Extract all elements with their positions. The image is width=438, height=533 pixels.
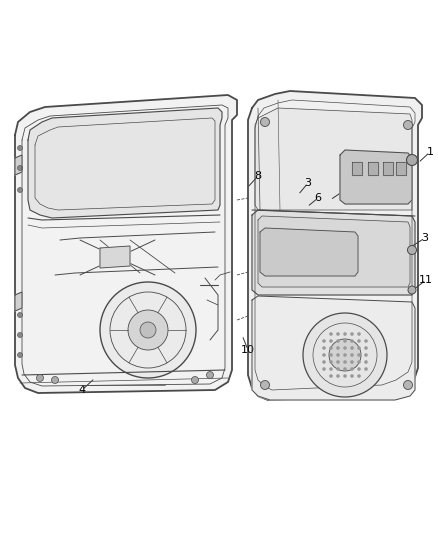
Polygon shape: [252, 296, 415, 400]
Text: 3: 3: [421, 233, 428, 243]
Circle shape: [329, 360, 333, 364]
Text: 2: 2: [371, 370, 378, 380]
Circle shape: [261, 117, 269, 126]
Circle shape: [407, 246, 417, 254]
Circle shape: [350, 353, 354, 357]
Circle shape: [343, 332, 347, 336]
Text: 1: 1: [427, 147, 434, 157]
Circle shape: [329, 339, 361, 371]
Polygon shape: [383, 162, 393, 175]
Polygon shape: [100, 246, 130, 268]
Circle shape: [357, 360, 361, 364]
Circle shape: [18, 352, 22, 358]
Circle shape: [18, 146, 22, 150]
Circle shape: [364, 353, 368, 357]
Polygon shape: [340, 150, 412, 204]
Circle shape: [350, 346, 354, 350]
Circle shape: [357, 353, 361, 357]
Circle shape: [322, 360, 326, 364]
Polygon shape: [368, 162, 378, 175]
Circle shape: [343, 339, 347, 343]
Circle shape: [406, 155, 417, 166]
Circle shape: [36, 375, 43, 382]
Polygon shape: [248, 91, 422, 400]
Polygon shape: [28, 108, 222, 218]
Text: 11: 11: [419, 275, 433, 285]
Circle shape: [343, 360, 347, 364]
Circle shape: [329, 346, 333, 350]
Circle shape: [52, 376, 59, 384]
Circle shape: [322, 339, 326, 343]
Polygon shape: [396, 162, 406, 175]
Text: 5: 5: [342, 185, 349, 195]
Circle shape: [357, 332, 361, 336]
Circle shape: [364, 346, 368, 350]
Polygon shape: [15, 95, 237, 393]
Circle shape: [336, 346, 340, 350]
Circle shape: [403, 120, 413, 130]
Polygon shape: [255, 108, 412, 210]
Circle shape: [336, 332, 340, 336]
Circle shape: [336, 367, 340, 371]
Circle shape: [364, 360, 368, 364]
Polygon shape: [15, 292, 22, 311]
Polygon shape: [15, 155, 22, 175]
Circle shape: [357, 367, 361, 371]
Circle shape: [261, 381, 269, 390]
Circle shape: [329, 374, 333, 378]
Circle shape: [336, 374, 340, 378]
Circle shape: [350, 374, 354, 378]
Circle shape: [357, 374, 361, 378]
Circle shape: [364, 339, 368, 343]
Polygon shape: [260, 228, 358, 276]
Circle shape: [343, 374, 347, 378]
Circle shape: [350, 360, 354, 364]
Circle shape: [336, 353, 340, 357]
Polygon shape: [252, 210, 415, 295]
Circle shape: [343, 346, 347, 350]
Polygon shape: [352, 162, 362, 175]
Circle shape: [100, 282, 196, 378]
Circle shape: [408, 286, 416, 294]
Circle shape: [303, 313, 387, 397]
Circle shape: [329, 332, 333, 336]
Circle shape: [322, 367, 326, 371]
Circle shape: [206, 372, 213, 378]
Circle shape: [329, 353, 333, 357]
Circle shape: [329, 339, 333, 343]
Circle shape: [18, 166, 22, 171]
Text: 10: 10: [241, 345, 255, 355]
Circle shape: [18, 188, 22, 192]
Circle shape: [18, 312, 22, 318]
Polygon shape: [258, 216, 410, 287]
Circle shape: [357, 346, 361, 350]
Circle shape: [140, 322, 156, 338]
Circle shape: [18, 333, 22, 337]
Circle shape: [322, 346, 326, 350]
Circle shape: [191, 376, 198, 384]
Circle shape: [403, 381, 413, 390]
Text: 4: 4: [78, 385, 85, 395]
Circle shape: [343, 353, 347, 357]
Circle shape: [322, 353, 326, 357]
Text: 8: 8: [254, 171, 261, 181]
Circle shape: [329, 367, 333, 371]
Text: 6: 6: [314, 193, 321, 203]
Circle shape: [336, 339, 340, 343]
Circle shape: [350, 332, 354, 336]
Circle shape: [350, 367, 354, 371]
Circle shape: [350, 339, 354, 343]
Circle shape: [128, 310, 168, 350]
Circle shape: [343, 367, 347, 371]
Circle shape: [357, 339, 361, 343]
Text: 3: 3: [304, 178, 311, 188]
Circle shape: [364, 367, 368, 371]
Circle shape: [336, 360, 340, 364]
